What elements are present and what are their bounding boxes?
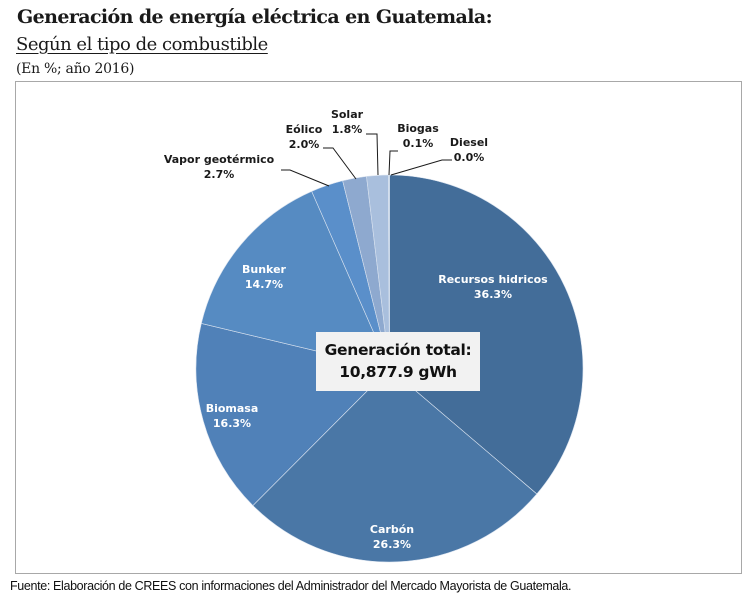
slice-name-label-eolico: Eólico [286, 123, 323, 136]
total-generation-value: 10,877.9 gWh [339, 363, 457, 381]
slice-name-label-recursos-hidricos: Recursos hidricos [438, 273, 548, 286]
slice-value-label-biomasa: 16.3% [213, 417, 251, 430]
pie-slice-recursos-hidricos [389, 174, 584, 495]
chart-title: Generación de energía eléctrica en Guate… [17, 6, 493, 28]
leader-line-biogas [388, 150, 398, 176]
slice-value-label-vapor-geotermico: 2.7% [204, 168, 235, 181]
slice-name-label-biomasa: Biomasa [206, 402, 259, 415]
slice-value-label-biogas: 0.1% [403, 137, 434, 150]
slice-value-label-eolico: 2.0% [289, 138, 320, 151]
slice-name-label-carbon: Carbón [370, 523, 414, 536]
slice-labels: Recursos hidricos 36.3% Carbón 26.3% Biomasa… [164, 108, 548, 551]
total-generation-heading: Generación total: [324, 341, 472, 359]
chart-units-note: (En %; año 2016) [16, 61, 135, 77]
slice-value-label-solar: 1.8% [332, 123, 363, 136]
pie-slices [195, 174, 584, 563]
slice-value-label-recursos-hidricos: 36.3% [474, 288, 512, 301]
leader-lines [281, 133, 452, 187]
leader-line-solar [366, 133, 379, 176]
leader-line-vapor-geotermico [281, 169, 330, 187]
pie-slice-carbon [252, 368, 538, 563]
slice-value-label-carbon: 26.3% [373, 538, 411, 551]
slice-name-label-solar: Solar [331, 108, 364, 121]
slice-name-label-biogas: Biogas [397, 122, 439, 135]
pie-slice-bunker [200, 190, 391, 369]
slice-value-label-bunker: 14.7% [245, 278, 283, 291]
chart-subtitle: Según el tipo de combustible [16, 34, 268, 55]
source-note: Fuente: Elaboración de CREES con informa… [10, 579, 572, 593]
slice-name-label-bunker: Bunker [242, 263, 287, 276]
slice-name-label-diesel: Diesel [450, 136, 488, 149]
leader-line-eolico [323, 147, 357, 180]
leader-line-diesel [390, 159, 452, 176]
slice-name-label-vapor-geotermico: Vapor geotérmico [164, 153, 275, 166]
total-generation-box: Generación total: 10,877.9 gWh [316, 332, 480, 391]
slice-value-label-diesel: 0.0% [454, 151, 485, 164]
